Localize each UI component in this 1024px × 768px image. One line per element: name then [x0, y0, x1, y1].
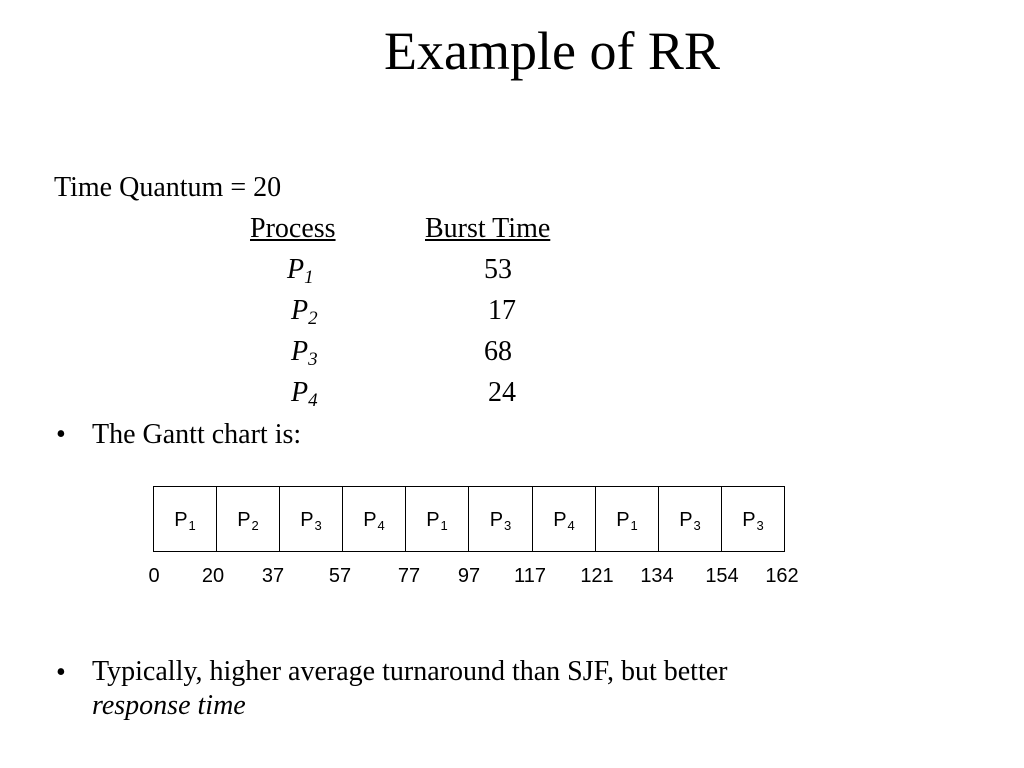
burst-time-value: 53 — [484, 254, 512, 285]
process-name: P2 — [291, 295, 318, 329]
gantt-segment: P1 — [595, 486, 659, 552]
bullet-marker: • — [56, 657, 66, 688]
process-name: P3 — [291, 336, 318, 370]
gantt-segment: P3 — [658, 486, 722, 552]
process-name: P1 — [287, 254, 314, 288]
process-column-header: Process — [250, 213, 336, 244]
gantt-segment: P4 — [532, 486, 596, 552]
gantt-chart: P1 P2 P3 P4 P1 P3 P4 P1 P3 P3 — [153, 486, 785, 552]
burst-time-value: 68 — [484, 336, 512, 367]
gantt-time-tick: 117 — [514, 565, 546, 587]
process-row: P2 17 — [0, 293, 1024, 333]
process-row: P3 68 — [0, 334, 1024, 374]
gantt-time-tick: 97 — [457, 565, 481, 587]
gantt-time-tick: 20 — [201, 565, 225, 587]
slide-title: Example of RR — [384, 21, 720, 81]
process-row: P1 53 — [0, 252, 1024, 292]
gantt-segment: P3 — [468, 486, 533, 552]
bullet-marker: • — [56, 419, 66, 450]
burst-time-column-header: Burst Time — [425, 213, 551, 244]
turnaround-note: Typically, higher average turnaround tha… — [92, 655, 972, 723]
process-row: P4 24 — [0, 375, 1024, 415]
gantt-segment: P3 — [279, 486, 343, 552]
gantt-time-tick: 0 — [148, 565, 160, 587]
process-name: P4 — [291, 377, 318, 411]
gantt-time-tick: 37 — [261, 565, 285, 587]
gantt-segment: P4 — [342, 486, 406, 552]
gantt-time-tick: 121 — [580, 565, 614, 587]
time-quantum-label: Time Quantum = 20 — [54, 172, 282, 203]
turnaround-note-text: Typically, higher average turnaround tha… — [92, 656, 728, 687]
response-time-emphasis: response time — [92, 690, 246, 721]
burst-time-value: 17 — [488, 295, 516, 326]
gantt-time-tick: 57 — [328, 565, 352, 587]
gantt-segment: P3 — [721, 486, 785, 552]
gantt-segment: P2 — [216, 486, 280, 552]
gantt-segment: P1 — [405, 486, 469, 552]
gantt-time-tick: 77 — [397, 565, 421, 587]
gantt-intro-text: The Gantt chart is: — [92, 419, 302, 450]
gantt-time-tick: 162 — [765, 565, 799, 587]
gantt-time-tick: 134 — [640, 565, 674, 587]
burst-time-value: 24 — [488, 377, 516, 408]
gantt-time-tick: 154 — [705, 565, 739, 587]
gantt-segment: P1 — [153, 486, 217, 552]
